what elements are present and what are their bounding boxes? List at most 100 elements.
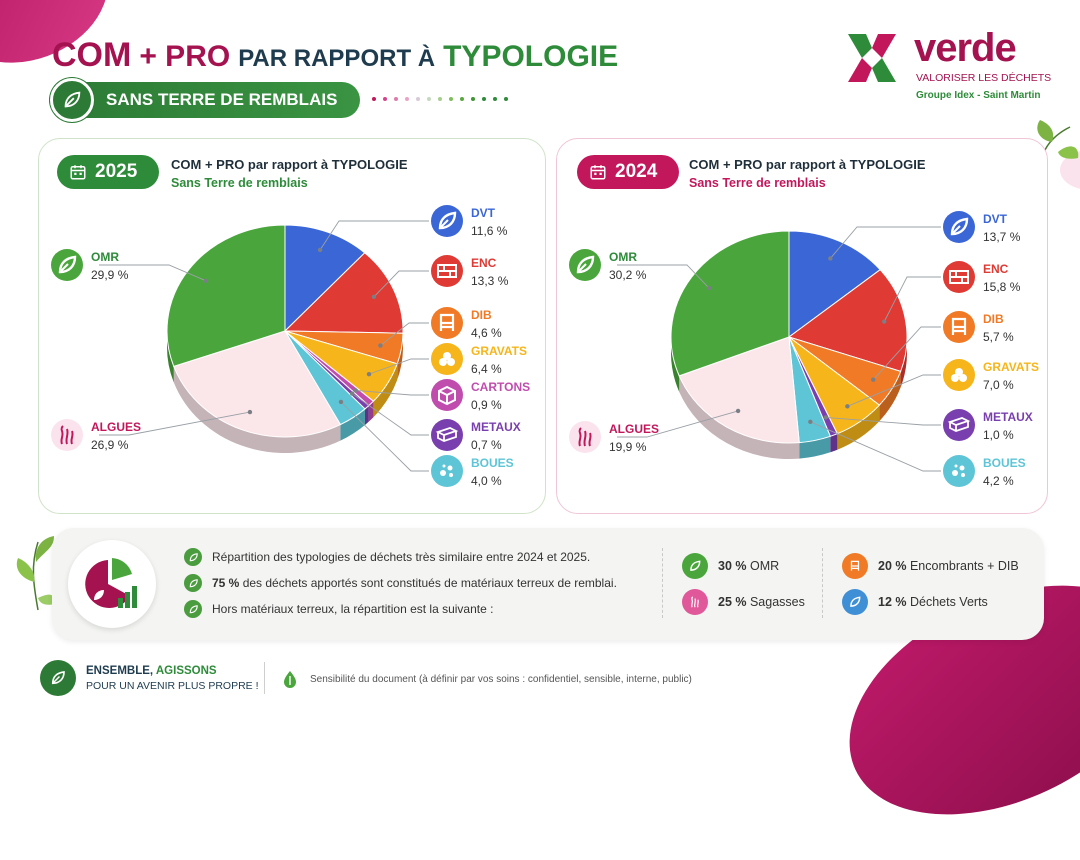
slice-value: 4,2 % <box>983 474 1014 488</box>
leader-dot <box>350 391 354 395</box>
leader-dot <box>845 404 849 408</box>
decor-leaves-left <box>8 532 58 612</box>
slice-name: BOUES <box>983 456 1026 470</box>
logo-name: verde <box>914 26 1016 71</box>
summary-bullet-2: 75 % des déchets apportés sont constitué… <box>184 574 617 592</box>
slice-name: ALGUES <box>609 422 659 436</box>
footer-agissons: AGISSONS <box>156 665 217 677</box>
panel-2024: 2024 COM + PRO par rapport à TYPOLOGIE S… <box>556 138 1048 514</box>
seaweed-icon <box>682 589 708 615</box>
leaf-check-icon <box>184 548 202 566</box>
slice-name: DIB <box>983 312 1004 326</box>
decor-dots <box>372 97 508 101</box>
footer-divider <box>264 662 265 694</box>
leader-dot <box>318 248 322 252</box>
title-typologie: TYPOLOGIE <box>443 40 618 74</box>
leaf-icon <box>50 78 94 122</box>
leader-dot <box>882 319 886 323</box>
leaf-icon <box>431 205 463 237</box>
seaweed-icon <box>569 421 601 453</box>
leaf-icon <box>682 553 708 579</box>
footer-ensemble: ENSEMBLE, <box>86 665 153 677</box>
leader-dot <box>353 388 357 392</box>
leader-dot <box>828 256 832 260</box>
slice-value: 30,2 % <box>609 268 647 282</box>
leader-dot <box>378 343 382 347</box>
beam-icon <box>431 419 463 451</box>
chart-growth-icon <box>68 540 156 628</box>
footer-line-1: ENSEMBLE, AGISSONS <box>86 665 217 677</box>
chair-icon <box>431 307 463 339</box>
subtitle-pill: SANS TERRE DE REMBLAIS <box>52 82 360 118</box>
slice-name: ENC <box>471 256 497 270</box>
seaweed-icon <box>51 419 83 451</box>
drop-leaf-icon <box>282 670 298 688</box>
slice-name: GRAVATS <box>983 360 1039 374</box>
brick-icon <box>943 261 975 293</box>
panel-2025: 2025 COM + PRO par rapport à TYPOLOGIE S… <box>38 138 546 514</box>
slice-value: 11,6 % <box>471 224 508 238</box>
leader-dot <box>707 286 711 290</box>
logo-tagline: VALORISER LES DÉCHETS <box>916 72 1051 84</box>
brick-icon <box>431 255 463 287</box>
slice-value: 6,4 % <box>471 362 502 376</box>
slice-value: 4,0 % <box>471 474 502 488</box>
leader-dot <box>824 415 828 419</box>
leader-dot <box>372 295 376 299</box>
leader-dot <box>339 400 343 404</box>
stat-encombrants: 20 % Encombrants + DIB <box>842 553 1019 579</box>
slice-name: OMR <box>91 250 119 264</box>
summary-panel: Répartition des typologies de déchets tr… <box>52 528 1044 640</box>
pie-wall-metaux <box>830 434 837 453</box>
leader-dot <box>248 410 252 414</box>
leader-dot <box>367 372 371 376</box>
summary-bullet-3: Hors matériaux terreux, la répartition e… <box>184 600 493 618</box>
leaf-icon <box>40 660 76 696</box>
slice-value: 13,3 % <box>471 274 509 288</box>
leader-dot <box>736 409 740 413</box>
stat-sagasses: 25 % Sagasses <box>682 589 805 615</box>
subtitle-text: SANS TERRE DE REMBLAIS <box>106 90 337 110</box>
leaf-icon <box>943 211 975 243</box>
leaf-check-icon <box>184 600 202 618</box>
slice-name: METAUX <box>983 410 1033 424</box>
title-com: COM <box>52 36 131 75</box>
slice-name: ALGUES <box>91 420 141 434</box>
stat-omr: 30 % OMR <box>682 553 779 579</box>
beam-icon <box>943 409 975 441</box>
sludge-icon <box>431 455 463 487</box>
stat-dechets-verts: 12 % Déchets Verts <box>842 589 988 615</box>
logo-group: Groupe Idex - Saint Martin <box>916 90 1040 101</box>
slice-value: 0,7 % <box>471 438 502 452</box>
verde-logo: verde VALORISER LES DÉCHETS Groupe Idex … <box>842 28 1042 108</box>
title-par-rapport: PAR RAPPORT À <box>238 45 435 73</box>
leader-dot <box>204 279 208 283</box>
verde-x-logo-icon <box>842 28 902 88</box>
leaf-icon <box>569 249 601 281</box>
leaf-icon <box>51 249 83 281</box>
leader-dot <box>808 420 812 424</box>
slice-value: 19,9 % <box>609 440 647 454</box>
title-plus-pro: + PRO <box>139 40 230 74</box>
slice-value: 13,7 % <box>983 230 1021 244</box>
slice-value: 7,0 % <box>983 378 1014 392</box>
sensitivity-text: Sensibilité du document (à définir par v… <box>310 674 692 685</box>
summary-bullet-1: Répartition des typologies de déchets tr… <box>184 548 590 566</box>
slice-value: 4,6 % <box>471 326 502 340</box>
slice-name: METAUX <box>471 420 521 434</box>
slice-name: DVT <box>983 212 1008 226</box>
rocks-icon <box>431 343 463 375</box>
chair-icon <box>842 553 868 579</box>
slice-name: BOUES <box>471 456 514 470</box>
slice-value: 26,9 % <box>91 438 129 452</box>
footer-sensitivity: Sensibilité du document (à définir par v… <box>282 670 692 688</box>
divider <box>662 548 663 618</box>
leaf-check-icon <box>184 574 202 592</box>
slice-name: GRAVATS <box>471 344 527 358</box>
leaf-icon <box>842 589 868 615</box>
slice-name: DVT <box>471 206 496 220</box>
slice-name: DIB <box>471 308 492 322</box>
divider <box>822 548 823 618</box>
